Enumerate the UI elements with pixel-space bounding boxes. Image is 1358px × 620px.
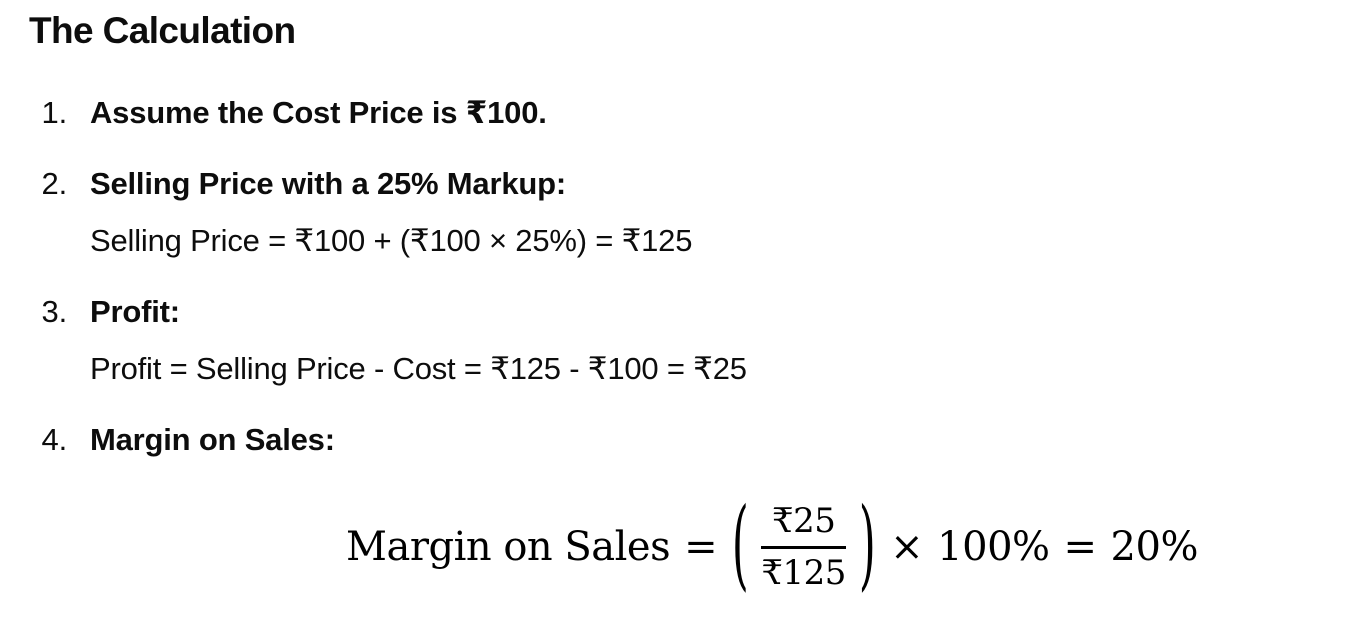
formula-label: Margin on Sales bbox=[346, 524, 671, 571]
list-item-detail: Selling Price = ₹100 + (₹100 × 25%) = ₹1… bbox=[90, 223, 693, 259]
fraction-bar bbox=[761, 546, 846, 549]
formula-result: 20% bbox=[1110, 524, 1199, 571]
percent-factor: 100% bbox=[937, 524, 1050, 571]
fraction: ₹25 ₹125 bbox=[761, 500, 846, 593]
page-title: The Calculation bbox=[29, 10, 296, 51]
list-item-number: 3. bbox=[41, 293, 68, 329]
open-paren: ( bbox=[732, 487, 749, 603]
list-item-detail: Profit = Selling Price - Cost = ₹125 - ₹… bbox=[90, 351, 747, 387]
list-item-title: Assume the Cost Price is ₹100. bbox=[90, 95, 547, 131]
document-page: The Calculation 1. Assume the Cost Price… bbox=[29, 10, 1358, 597]
calculation-list: 1. Assume the Cost Price is ₹100. 2. Sel… bbox=[29, 90, 1358, 597]
list-item-title: Profit: bbox=[90, 293, 180, 329]
list-item-title: Selling Price with a 25% Markup: bbox=[90, 165, 566, 201]
list-item: 2. Selling Price with a 25% Markup: Sell… bbox=[29, 161, 1358, 265]
margin-formula: Margin on Sales = ( ₹25 ₹125 ) × 100% = … bbox=[346, 496, 1199, 594]
list-item: 4. Margin on Sales: Margin on Sales = ( … bbox=[29, 417, 1358, 598]
list-item-number: 4. bbox=[41, 421, 68, 457]
list-item: 3. Profit: Profit = Selling Price - Cost… bbox=[29, 289, 1358, 393]
list-item-number: 2. bbox=[41, 165, 68, 201]
math-display-block: Margin on Sales = ( ₹25 ₹125 ) × 100% = … bbox=[90, 496, 1358, 597]
fraction-numerator: ₹25 bbox=[771, 500, 836, 541]
equals-sign: = bbox=[684, 524, 718, 571]
fraction-denominator: ₹125 bbox=[761, 552, 846, 593]
list-item: 1. Assume the Cost Price is ₹100. bbox=[29, 90, 1358, 137]
list-item-number: 1. bbox=[41, 95, 68, 131]
list-item-title: Margin on Sales: bbox=[90, 421, 335, 457]
multiply-sign: × bbox=[890, 524, 924, 571]
result-equals-sign: = bbox=[1063, 524, 1098, 571]
close-paren: ) bbox=[858, 487, 876, 603]
